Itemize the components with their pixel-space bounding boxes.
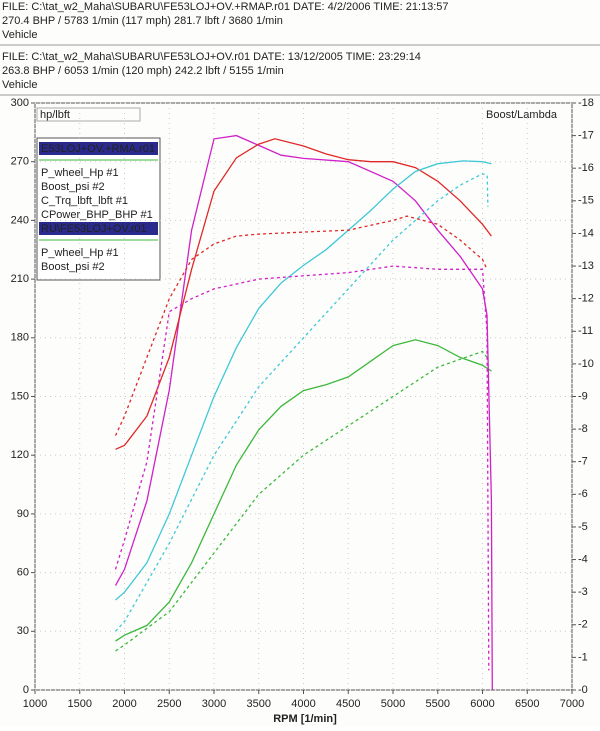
x-tick-label: 3000	[202, 698, 226, 710]
y-tick-label: 240	[11, 214, 29, 226]
legend-header-bg	[39, 222, 158, 235]
y-tick-label: 150	[11, 390, 29, 402]
y-label-box	[36, 107, 141, 122]
y-tick-label: 0	[23, 684, 29, 696]
legend-header-bg	[39, 142, 158, 155]
y2-axis-label: Boost/Lambda	[486, 109, 558, 121]
file-line: FILE: C:\tat_w2_Maha\SUBARU\FE53LOJ+OV.+…	[2, 1, 449, 13]
series-line	[115, 138, 492, 450]
y2-tick-label: -14	[578, 227, 594, 239]
y-tick-label: 30	[17, 625, 29, 637]
legend-entry: C_Trq_lbft_lbft #1	[41, 195, 128, 207]
x-tick-label: 5000	[381, 698, 405, 710]
y-axis-label: hp/lbft	[40, 109, 70, 121]
y2-tick-label: -0	[578, 684, 588, 696]
x-axis-label: RPM [1/min]	[273, 713, 337, 725]
x-tick-label: 4500	[336, 698, 360, 710]
y2-tick-label: -10	[578, 358, 594, 370]
vehicle-line: Vehicle	[2, 79, 37, 91]
y2-tick-label: -7	[578, 456, 588, 468]
y-tick-label: 60	[17, 567, 29, 579]
x-tick-label: 1000	[23, 698, 47, 710]
series-line	[115, 160, 492, 601]
vehicle-line: Vehicle	[2, 29, 37, 41]
summary-line: 263.8 BHP / 6053 1/min (120 mph) 242.2 l…	[2, 65, 284, 77]
legend-entry: CPower_BHP_BHP #1	[41, 209, 153, 221]
legend-header: E53LOJ+OV.+RMA.r01	[41, 143, 155, 155]
legend-entry: Boost_psi #2	[41, 261, 105, 273]
series-line	[114, 134, 493, 691]
y-tick-label: 180	[11, 332, 29, 344]
y-tick-label: 120	[11, 449, 29, 461]
y2-tick-label: -2	[578, 619, 588, 631]
y2-tick-label: -1	[578, 651, 588, 663]
x-tick-label: 1500	[68, 698, 92, 710]
y2-tick-label: -17	[578, 130, 594, 142]
legend-header: RU\FE53LOJ+OV.r01	[41, 223, 147, 235]
x-tick-label: 6500	[515, 698, 539, 710]
y2-tick-label: -5	[578, 521, 588, 533]
y-tick-label: 270	[11, 156, 29, 168]
y2-tick-label: -18	[578, 97, 594, 109]
x-tick-label: 6000	[470, 698, 494, 710]
y2-tick-label: -3	[578, 586, 588, 598]
series-line	[115, 339, 492, 642]
series-line	[115, 173, 489, 632]
y2-tick-label: -6	[578, 488, 588, 500]
y2-tick-label: -4	[578, 553, 588, 565]
series-line	[114, 215, 488, 436]
series-line	[114, 265, 490, 671]
legend	[36, 137, 161, 281]
x-tick-label: 4000	[291, 698, 315, 710]
y-tick-label: 90	[17, 508, 29, 520]
x-tick-label: 5500	[426, 698, 450, 710]
legend-entry: P_wheel_Hp #1	[41, 167, 119, 179]
x-tick-label: 3500	[247, 698, 271, 710]
y2-tick-label: -15	[578, 195, 594, 207]
summary-line: 270.4 BHP / 5783 1/min (117 mph) 281.7 l…	[2, 15, 283, 27]
y2-tick-label: -16	[578, 162, 594, 174]
x-tick-label: 7000	[560, 698, 584, 710]
y2-tick-label: -11	[578, 325, 593, 337]
y-tick-label: 300	[11, 97, 29, 109]
legend-entry: P_wheel_Hp #1	[41, 247, 119, 259]
y2-tick-label: -9	[578, 390, 588, 402]
x-tick-label: 2500	[157, 698, 181, 710]
y-tick-label: 210	[11, 273, 29, 285]
y2-tick-label: -13	[578, 260, 594, 272]
legend-entry: Boost_psi #2	[41, 181, 105, 193]
file-line: FILE: C:\tat_w2_Maha\SUBARU\FE53LOJ+OV.r…	[2, 51, 421, 63]
y2-tick-label: -12	[578, 293, 594, 305]
x-tick-label: 2000	[112, 698, 136, 710]
y2-tick-label: -8	[578, 423, 588, 435]
